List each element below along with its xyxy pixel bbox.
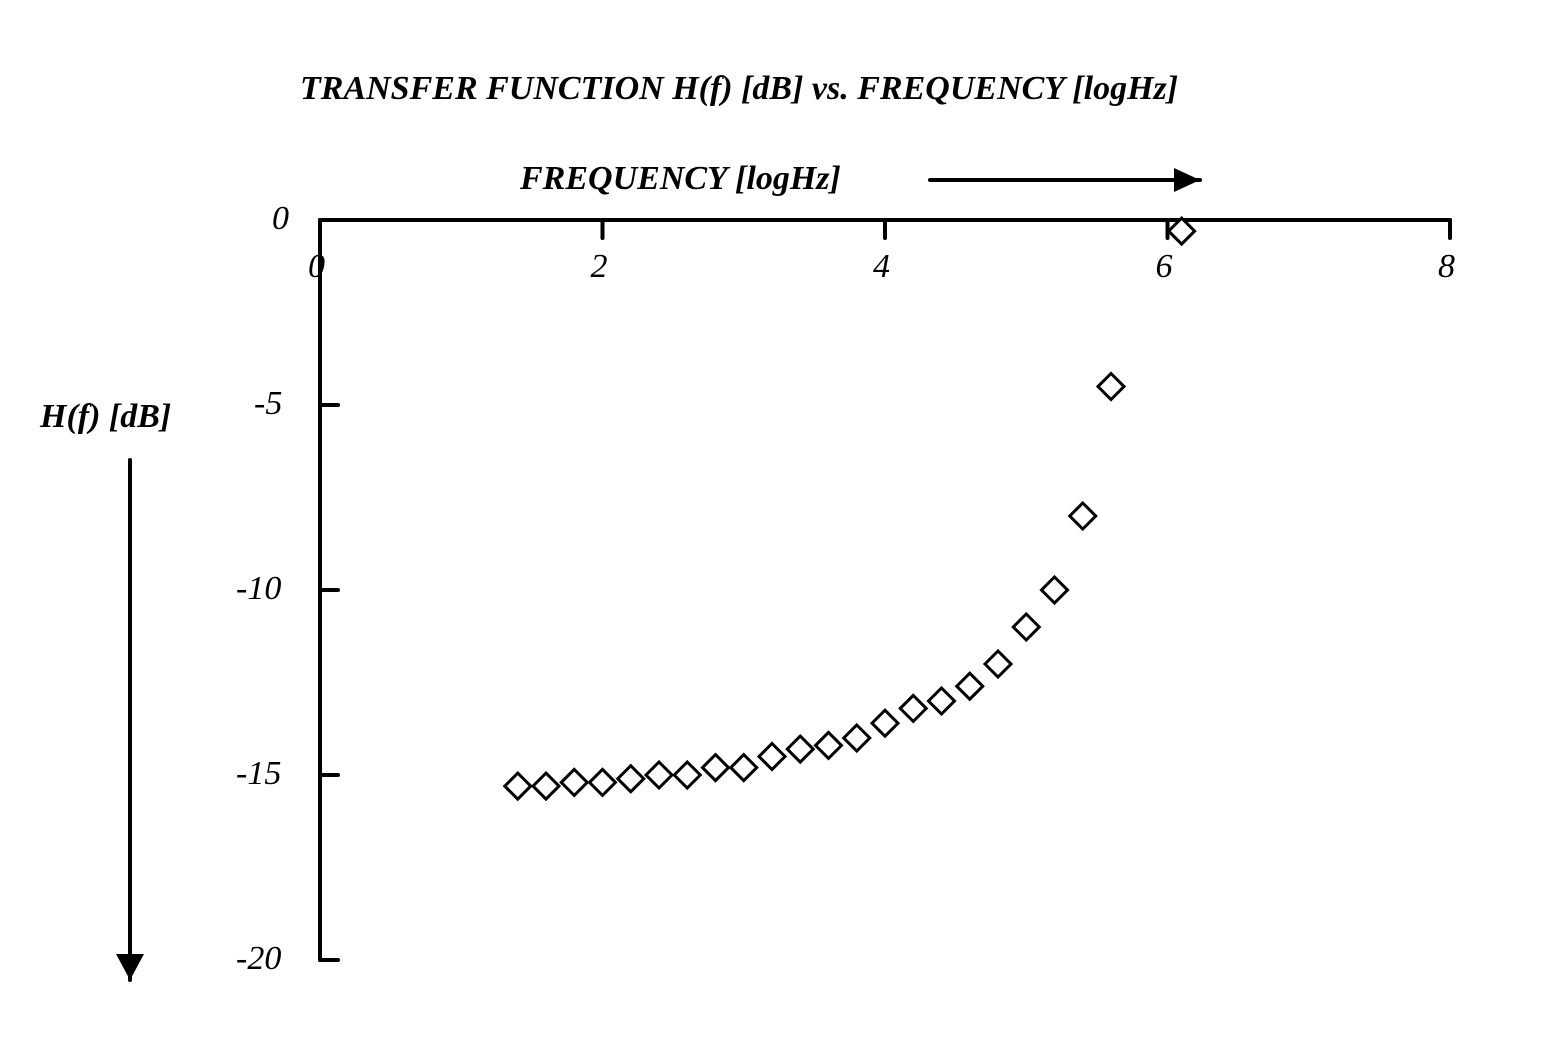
tick-label: -20 bbox=[236, 940, 281, 978]
chart-svg bbox=[0, 0, 1554, 1055]
tick-label: 0 bbox=[272, 200, 289, 238]
tick-label: -15 bbox=[236, 755, 281, 793]
tick-label: -10 bbox=[236, 570, 281, 608]
tick-label: 6 bbox=[1156, 248, 1173, 286]
chart-container: TRANSFER FUNCTION H(f) [dB] vs. FREQUENC… bbox=[0, 0, 1554, 1055]
tick-label: -5 bbox=[254, 385, 282, 423]
tick-label: 0 bbox=[308, 248, 325, 286]
tick-label: 8 bbox=[1438, 248, 1455, 286]
tick-label: 4 bbox=[873, 248, 890, 286]
tick-label: 2 bbox=[591, 248, 608, 286]
